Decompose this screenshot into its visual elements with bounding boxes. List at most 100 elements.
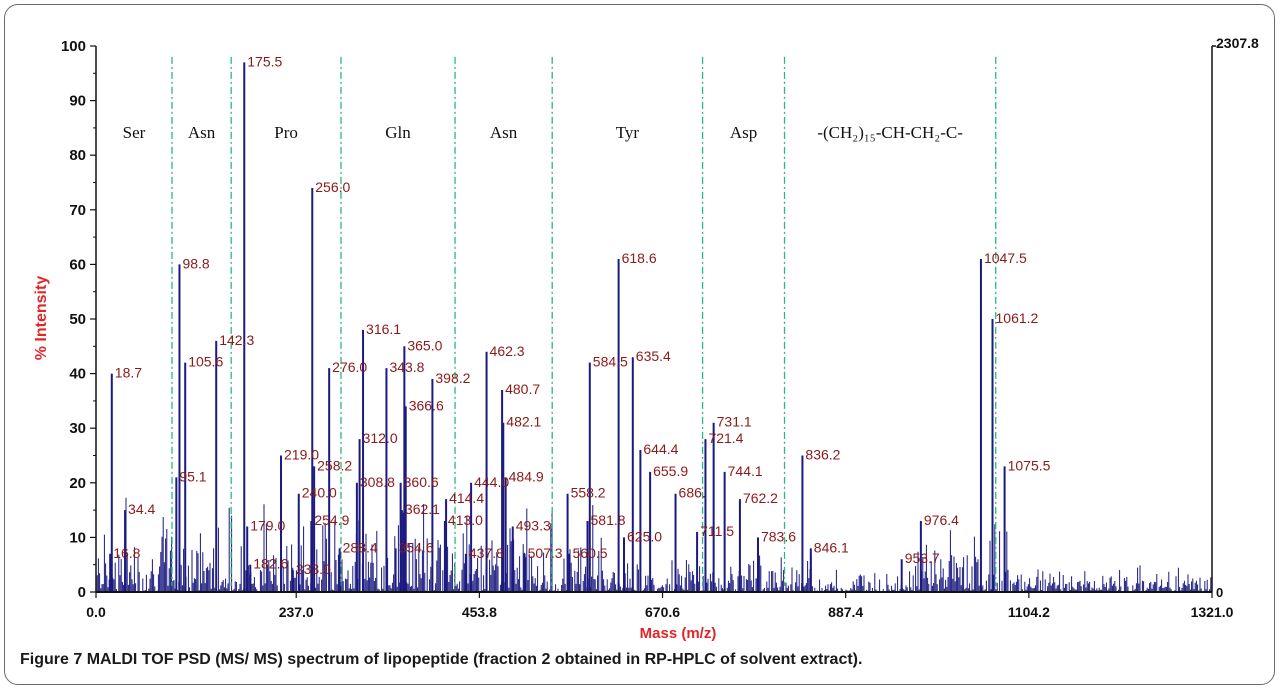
peak-label: 686.	[679, 485, 706, 501]
x-tick-label: 0.0	[86, 604, 106, 620]
peak-label: 711.5	[700, 523, 734, 539]
x-tick-label: 670.6	[645, 604, 680, 620]
peak-labels: 18.7 16.8 34.4 98.8 95.1 105.6 142.3 175.5 179.0…	[113, 53, 1050, 577]
axes: 0 10 20 30 40 50 60 70 80 90 100 0.0 237.0 453.8 670.6…	[61, 38, 1234, 620]
peak-label: 953.7	[905, 550, 940, 566]
x-tick-label: 1104.2	[1008, 604, 1050, 620]
x-axis-title: Mass (m/z)	[640, 625, 717, 642]
residue-label: Tyr	[616, 123, 640, 142]
peak-label: 288.4	[343, 539, 378, 555]
peak-label: 581.8	[591, 512, 626, 528]
peak-label: 560.5	[573, 545, 608, 561]
residue-label: Asn	[188, 123, 216, 142]
peak-label: 18.7	[115, 365, 142, 381]
peak-label: 444.0	[474, 474, 509, 490]
peak-label: 175.5	[247, 53, 282, 69]
y-tick-label: 30	[69, 420, 86, 437]
peak-label: 762.2	[743, 490, 778, 506]
peak-label: 1075.5	[1008, 457, 1051, 473]
residue-labels: Ser Asn Pro Gln Asn Tyr Asp -(CH₂)₁₅-CH-CH₂-C-	[123, 123, 964, 142]
peak-label: 179.0	[250, 517, 285, 533]
peak-label: 258.2	[317, 457, 352, 473]
peak-label: 414.4	[449, 490, 484, 506]
y-tick-label: 10	[69, 529, 86, 546]
y-tick-label: 40	[69, 366, 86, 383]
peak-label: 584.5	[593, 354, 628, 370]
x-tick-label: 453.8	[462, 604, 497, 620]
peak-label: 254.9	[314, 512, 349, 528]
peak-label: 655.9	[653, 463, 688, 479]
peak-label: 731.1	[717, 414, 752, 430]
figure-number: Figure 7	[20, 651, 83, 668]
y-axis-title: % Intensity	[33, 276, 50, 361]
peak-label: 618.6	[622, 250, 657, 266]
y-tick-label: 80	[69, 147, 86, 164]
peak-label: 507.3	[528, 545, 563, 561]
spectrum-trace	[95, 497, 1212, 592]
peak-label: 34.4	[128, 501, 155, 517]
peak-label: 976.4	[924, 512, 959, 528]
peak-label: 182.6	[253, 556, 288, 572]
peak-label: 343.8	[389, 359, 424, 375]
x-tick-label: 1321.0	[1191, 604, 1234, 620]
peak-label: 721.4	[708, 430, 743, 446]
peak-label: 365.0	[407, 337, 442, 353]
residue-label: Gln	[385, 123, 411, 142]
peak-label: 846.1	[814, 539, 849, 555]
right-axis-bottom-label: 0	[1216, 585, 1223, 600]
figure-caption: Figure 7 MALDI TOF PSD (MS/ MS) spectrum…	[20, 651, 862, 669]
y-tick-label: 60	[69, 256, 86, 273]
x-tick-label: 237.0	[279, 604, 314, 620]
y-tick-label: 0	[78, 584, 86, 601]
peak-label: 276.0	[332, 359, 367, 375]
peak-lines	[109, 62, 1006, 592]
peak-label: 256.0	[315, 179, 350, 195]
peak-label: 398.2	[435, 370, 470, 386]
peak-label: 98.8	[182, 255, 209, 271]
peak-label: 462.3	[490, 343, 525, 359]
y-tick-label: 20	[69, 475, 86, 492]
peak-label: 16.8	[113, 545, 140, 561]
y-tick-label: 90	[69, 93, 86, 110]
peak-label: 644.4	[643, 441, 678, 457]
peak-label: 484.9	[509, 468, 544, 484]
figure-frame	[4, 4, 1275, 685]
peak-label: 493.3	[516, 517, 551, 533]
peak-label: 437.8	[469, 545, 504, 561]
peak-label: 480.7	[505, 381, 540, 397]
peak-label: 312.0	[363, 430, 398, 446]
spectrum-noise	[95, 497, 1212, 592]
peak-label: 744.1	[728, 463, 763, 479]
peak-label: 413.0	[448, 512, 483, 528]
peak-label: 362.1	[405, 501, 440, 517]
peak-label: 1061.2	[996, 310, 1039, 326]
peak-label: 240.0	[302, 485, 337, 501]
residue-label: Asn	[490, 123, 518, 142]
peak-label: 308.8	[360, 474, 395, 490]
caption-text: MALDI TOF PSD (MS/ MS) spectrum of lipop…	[86, 651, 863, 668]
peak-label: 360.6	[404, 474, 439, 490]
y-tick-label: 100	[61, 38, 86, 55]
residue-label: Ser	[123, 123, 146, 142]
x-tick-label: 887.4	[828, 604, 863, 620]
peak-label: 316.1	[366, 321, 401, 337]
peak-label: 635.4	[636, 348, 671, 364]
peak-label: 366.6	[409, 397, 444, 413]
y-tick-label: 50	[69, 311, 86, 328]
residue-label: Asp	[730, 123, 757, 142]
peak-label: 142.3	[219, 332, 254, 348]
peak-label: 1047.5	[984, 250, 1027, 266]
peak-label: 95.1	[179, 468, 206, 484]
peak-label: 482.1	[506, 414, 541, 430]
peak-label: 354.6	[399, 539, 434, 555]
peak-label: 219.0	[284, 447, 319, 463]
peak-label: 105.6	[188, 354, 223, 370]
peak-label: 836.2	[805, 447, 840, 463]
right-axis-top-label: 2307.8	[1216, 35, 1259, 51]
residue-label: Pro	[274, 123, 298, 142]
y-tick-label: 70	[69, 202, 86, 219]
peak-label: 783.6	[761, 528, 796, 544]
peak-label: 625.0	[627, 528, 662, 544]
residue-dividers	[171, 56, 997, 586]
